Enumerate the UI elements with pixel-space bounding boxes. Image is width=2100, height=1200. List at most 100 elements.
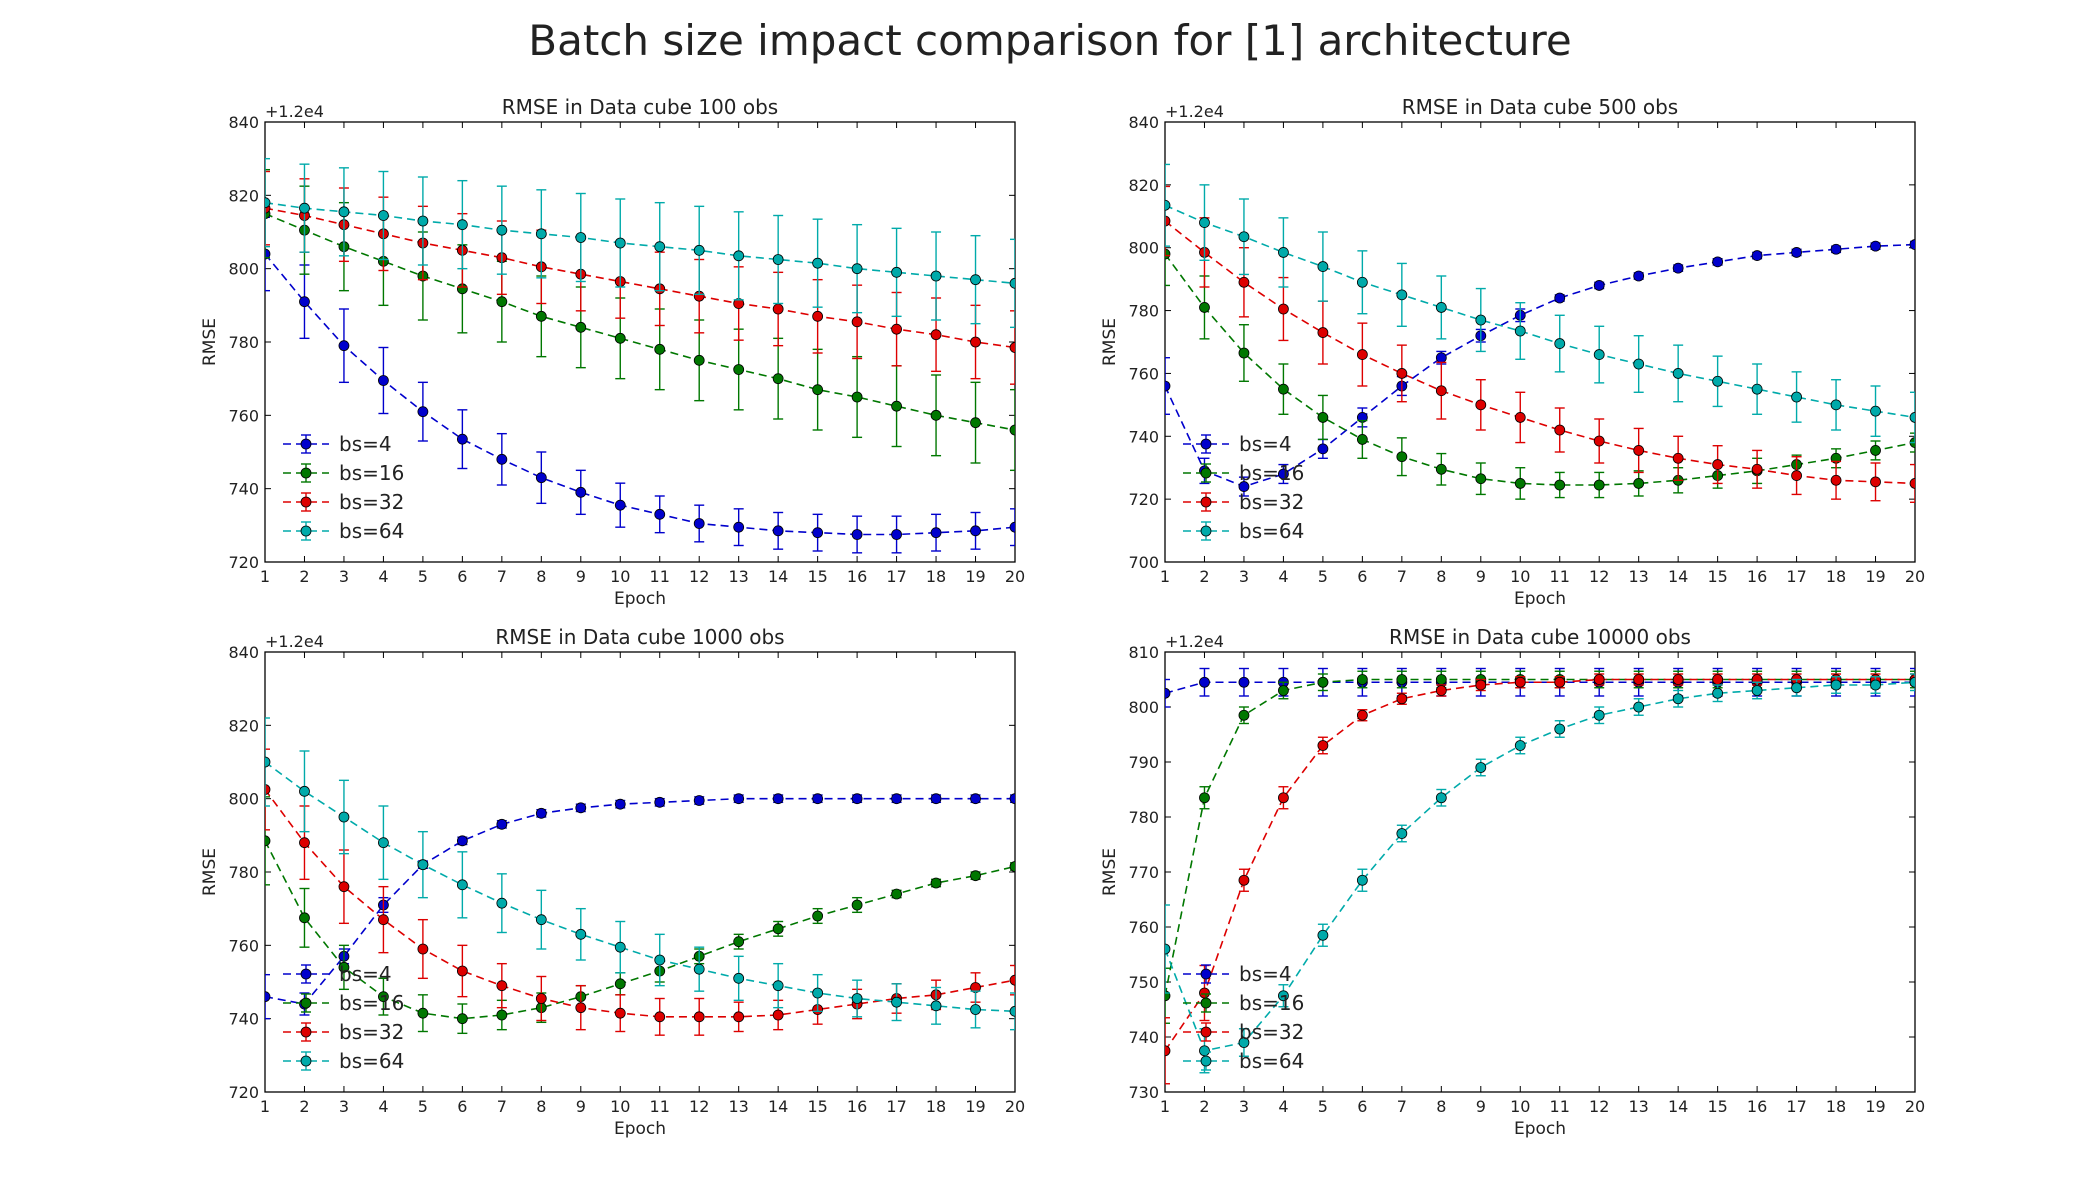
legend-label: bs=64	[1239, 1049, 1304, 1073]
error-bar	[1910, 670, 1915, 689]
legend-marker	[300, 968, 312, 980]
data-point	[930, 270, 942, 282]
data-point	[693, 518, 705, 529]
x-tick-label: 17	[1786, 1097, 1806, 1116]
data-point	[417, 1007, 429, 1019]
y-tick-label: 740	[1128, 1028, 1159, 1047]
data-point	[733, 250, 745, 262]
x-tick-label: 8	[1436, 567, 1446, 586]
x-tick-label: 5	[418, 567, 428, 586]
series-line	[265, 789, 1015, 1018]
x-tick-label: 10	[1510, 1097, 1530, 1116]
data-point	[693, 244, 705, 256]
x-tick-label: 4	[1278, 567, 1288, 586]
data-point	[1396, 451, 1408, 463]
data-point	[338, 206, 350, 218]
data-point	[1870, 476, 1881, 488]
data-point	[891, 996, 902, 1008]
data-point	[1009, 342, 1015, 353]
data-point	[654, 796, 666, 808]
x-tick-label: 10	[610, 567, 630, 586]
data-point	[1672, 693, 1684, 705]
data-point	[772, 923, 784, 935]
y-tick-label: 780	[228, 333, 259, 352]
legend-label: bs=4	[339, 962, 392, 986]
data-point	[1435, 385, 1447, 397]
data-point	[265, 248, 271, 260]
data-point	[1830, 399, 1842, 411]
data-point	[417, 943, 429, 955]
legend-label: bs=32	[1239, 490, 1304, 514]
error-bar	[1010, 964, 1015, 996]
data-point	[265, 991, 271, 1003]
data-point	[299, 202, 310, 214]
data-point	[733, 972, 745, 984]
data-point	[654, 241, 666, 253]
legend-label: bs=64	[339, 1049, 404, 1073]
data-point	[299, 785, 310, 797]
data-point	[1238, 1037, 1250, 1048]
legend-marker	[1200, 525, 1212, 537]
panel-title: RMSE in Data cube 500 obs	[1402, 95, 1678, 119]
data-point	[575, 928, 587, 940]
x-tick-label: 4	[378, 1097, 388, 1116]
data-point	[1514, 478, 1526, 489]
legend-item: bs=32	[1183, 490, 1304, 514]
legend: bs=4 bs=16 bs=32 bs=64	[1183, 432, 1304, 543]
error-bar	[265, 748, 270, 831]
data-point	[1909, 676, 1915, 688]
data-point	[1672, 452, 1684, 464]
y-tick-label: 790	[1128, 753, 1159, 772]
data-point	[693, 1011, 705, 1023]
data-point	[1909, 412, 1915, 423]
x-tick-label: 14	[1668, 567, 1688, 586]
data-point	[1238, 231, 1250, 243]
data-point	[1791, 391, 1802, 403]
legend-marker	[300, 1026, 312, 1038]
data-point	[930, 793, 942, 805]
data-point	[338, 961, 350, 973]
data-point	[1909, 478, 1915, 489]
data-point	[299, 296, 310, 308]
x-tick-label: 2	[299, 1097, 309, 1116]
data-point	[1554, 338, 1566, 349]
data-point	[265, 784, 271, 795]
data-point	[1475, 679, 1487, 691]
data-point	[1593, 280, 1605, 291]
data-point	[733, 936, 745, 948]
data-point	[575, 802, 587, 814]
data-point	[930, 1000, 942, 1012]
y-axis-label: RMSE	[200, 318, 220, 366]
y-tick-label: 720	[228, 553, 259, 572]
series-line	[1165, 678, 1915, 1052]
y-tick-label: 780	[228, 863, 259, 882]
series-line	[1165, 253, 1915, 486]
x-tick-label: 12	[1589, 567, 1609, 586]
data-point	[970, 336, 981, 348]
data-point	[891, 400, 902, 412]
y-tick-label: 820	[228, 186, 259, 205]
x-tick-label: 8	[536, 567, 546, 586]
data-point	[378, 375, 389, 386]
axes-frame	[1164, 651, 1916, 1093]
y-tick-label: 780	[1128, 808, 1159, 827]
data-point	[772, 1009, 784, 1021]
x-tick-label: 14	[768, 1097, 788, 1116]
data-point	[1396, 368, 1408, 379]
x-tick-label: 19	[1865, 1097, 1885, 1116]
panel-title: RMSE in Data cube 100 obs	[502, 95, 778, 119]
legend-marker	[1200, 496, 1212, 508]
data-point	[1199, 676, 1210, 688]
x-tick-label: 5	[418, 1097, 428, 1116]
axes-frame	[264, 121, 1016, 563]
data-point	[1165, 215, 1171, 227]
data-point	[1238, 276, 1250, 288]
legend-label: bs=64	[1239, 519, 1304, 543]
x-tick-label: 11	[1550, 567, 1570, 586]
data-point	[851, 793, 863, 805]
error-bar	[1165, 1017, 1170, 1085]
data-point	[614, 978, 626, 990]
x-tick-label: 6	[457, 567, 467, 586]
data-point	[1356, 434, 1368, 445]
